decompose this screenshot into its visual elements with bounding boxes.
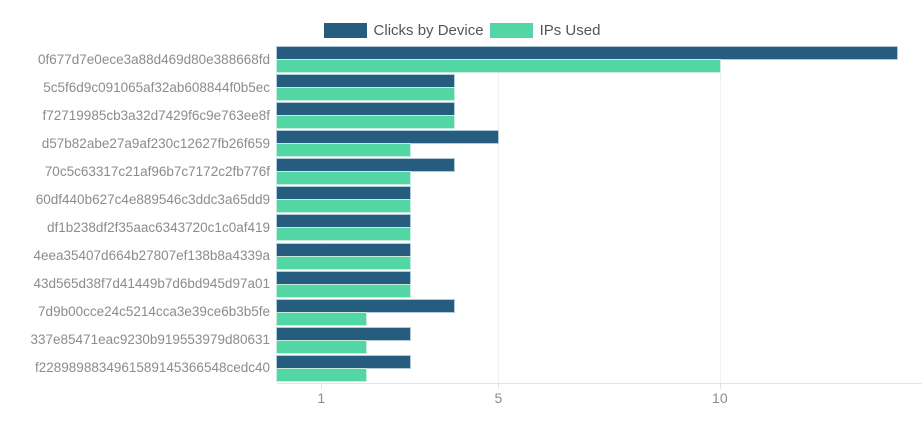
- bar-group: [277, 130, 897, 158]
- legend-item-clicks-by-device[interactable]: Clicks by Device: [323, 21, 484, 39]
- bar-ips[interactable]: [277, 284, 410, 297]
- bar-group: [277, 186, 897, 214]
- legend-item-ips-used[interactable]: IPs Used: [489, 21, 601, 39]
- bar-clicks[interactable]: [277, 187, 410, 200]
- bar-rows: [277, 46, 897, 383]
- legend-label-clicks-by-device: Clicks by Device: [373, 21, 484, 39]
- bar-group: [277, 327, 897, 355]
- gridline-1: [321, 46, 323, 383]
- category-label: f2289898834961589145366548cedc40: [35, 360, 270, 376]
- category-label: 4eea35407d664b27807ef138b8a4339a: [33, 248, 270, 264]
- bar-ips[interactable]: [277, 368, 366, 381]
- bar-clicks[interactable]: [277, 327, 410, 340]
- bar-ips[interactable]: [277, 172, 410, 185]
- bar-clicks[interactable]: [277, 131, 499, 144]
- bar-group: [277, 271, 897, 299]
- category-label: 70c5c63317c21af96b7c7172c2fb776f: [44, 163, 270, 179]
- chart-legend: Clicks by Device IPs Used: [0, 21, 924, 39]
- category-label: 7d9b00cce24c5214cca3e39ce6b3b5fe: [38, 304, 270, 320]
- bar-group: [277, 74, 897, 102]
- x-axis-ticks: 1 5 10: [277, 384, 897, 410]
- category-label: d57b82abe27a9af230c12627fb26f659: [41, 135, 270, 151]
- x-tick-mark-10: [719, 384, 721, 389]
- bar-clicks[interactable]: [277, 103, 455, 116]
- legend-swatch-ips-used: [489, 22, 533, 38]
- bar-ips[interactable]: [277, 340, 366, 353]
- bar-group: [277, 158, 897, 186]
- x-tick-label-1: 1: [317, 390, 326, 406]
- bar-clicks[interactable]: [277, 75, 455, 88]
- gridline-10: [719, 46, 721, 383]
- bar-ips[interactable]: [277, 88, 455, 101]
- x-tick-label-5: 5: [494, 390, 503, 406]
- bar-ips[interactable]: [277, 256, 410, 269]
- bar-ips[interactable]: [277, 228, 410, 241]
- category-label: 5c5f6d9c091065af32ab608844f0b5ec: [43, 79, 270, 95]
- bar-ips[interactable]: [277, 116, 455, 129]
- bar-group: [277, 46, 897, 74]
- x-tick-mark-1: [321, 384, 323, 389]
- bar-clicks[interactable]: [277, 243, 410, 256]
- bar-clicks[interactable]: [277, 299, 455, 312]
- bar-group: [277, 243, 897, 271]
- bar-ips[interactable]: [277, 144, 410, 157]
- bar-group: [277, 102, 897, 130]
- bar-ips[interactable]: [277, 312, 366, 325]
- category-label: 337e85471eac9230b919553979d80631: [30, 332, 271, 348]
- legend-label-ips-used: IPs Used: [539, 21, 601, 39]
- legend-swatch-clicks-by-device: [323, 22, 367, 38]
- bar-ips[interactable]: [277, 60, 720, 72]
- bar-clicks[interactable]: [277, 159, 455, 172]
- category-label: df1b238df2f35aac6343720c1c0af419: [47, 220, 270, 235]
- category-label: 43d565d38f7d41449b7d6bd945d97a01: [33, 276, 270, 292]
- category-label: 0f677d7e0ece3a88d469d80e388668fd: [38, 51, 270, 67]
- bar-clicks[interactable]: [277, 271, 410, 284]
- bar-clicks[interactable]: [277, 215, 410, 228]
- x-axis-line: [277, 383, 922, 384]
- bar-clicks[interactable]: [277, 47, 897, 59]
- x-tick-mark-5: [498, 384, 500, 389]
- bar-group: [277, 355, 897, 383]
- y-axis-category-labels: 0f677d7e0ece3a88d469d80e388668fd 5c5f6d9c…: [0, 46, 271, 383]
- bar-clicks[interactable]: [277, 355, 410, 368]
- category-label: 60df440b627c4e889546c3ddc3a65dd9: [35, 191, 270, 207]
- bar-group: [277, 214, 897, 242]
- gridline-5: [498, 46, 500, 383]
- bar-group: [277, 299, 897, 327]
- bar-ips[interactable]: [277, 200, 410, 213]
- category-label: f72719985cb3a32d7429f6c9e763ee8f: [42, 107, 270, 123]
- plot-area: [277, 46, 897, 383]
- x-tick-label-10: 10: [712, 390, 728, 406]
